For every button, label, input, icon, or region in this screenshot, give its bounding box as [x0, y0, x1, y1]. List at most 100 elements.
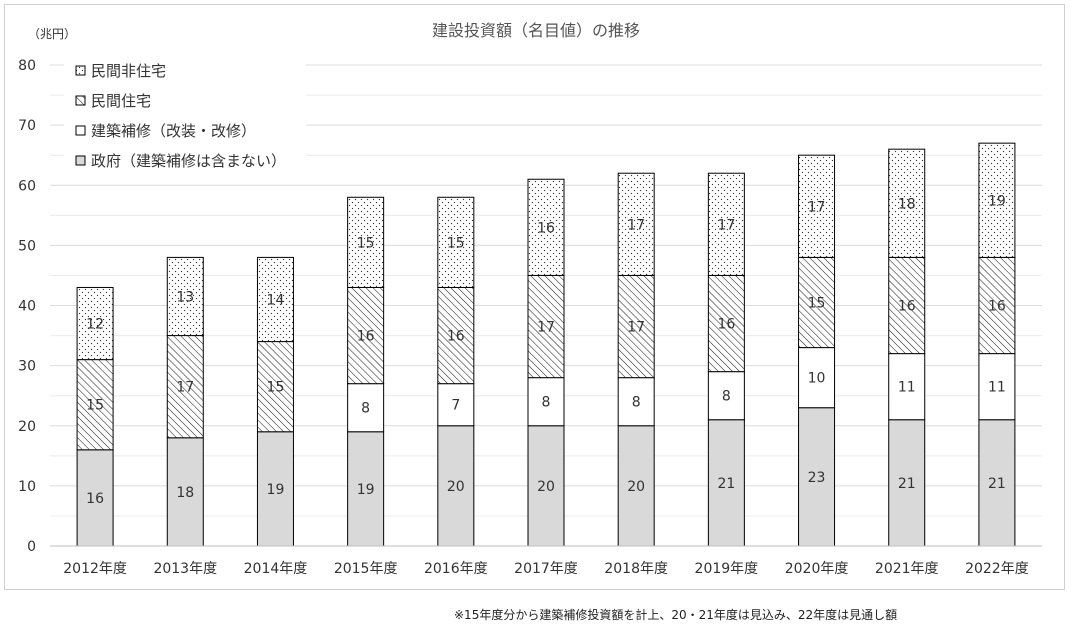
data-label: 21 [898, 476, 916, 492]
data-label: 17 [537, 320, 555, 336]
data-label: 19 [988, 193, 1006, 209]
legend-swatch [75, 65, 86, 76]
bar-segment-2 [527, 377, 565, 427]
data-label: 8 [542, 395, 551, 411]
data-label: 15 [267, 380, 285, 396]
y-tick-label: 70 [18, 118, 36, 134]
bar-segment-4 [347, 196, 385, 288]
data-label: 18 [898, 196, 916, 212]
legend-swatch [75, 155, 86, 166]
data-label: 16 [988, 299, 1006, 315]
bar-segment-4 [617, 172, 655, 276]
bar-segment-4 [888, 148, 926, 258]
data-label: 8 [632, 395, 641, 411]
footnote: ※15年度分から建築補修投資額を計上、20・21年度は見込み、22年度は見通し額 [454, 608, 898, 622]
bar-segment-3 [527, 274, 565, 379]
data-labels: 16 15 12 18 17 13 19 15 14 19 8 16 15 20 7 16 15 20 8 17 16 2… [86, 193, 1006, 507]
y-tick-label: 40 [18, 299, 36, 315]
bar-segment-4 [76, 286, 114, 361]
bar-segment-3 [798, 256, 836, 349]
legend-swatch [75, 125, 86, 136]
data-label: 15 [447, 235, 465, 251]
bar-segment-4 [798, 154, 836, 258]
data-label: 8 [361, 401, 370, 417]
x-tick-label: 2022年度 [965, 561, 1029, 577]
data-label: 17 [627, 217, 645, 233]
data-label: 11 [988, 380, 1006, 396]
bar-segment-2 [437, 383, 475, 427]
bar-segment-4 [978, 142, 1016, 258]
axes: 0 10 20 30 40 50 60 70 80 2012年度 2013年度 2014年度 2015年… [18, 58, 1042, 577]
bar-segment-4 [256, 256, 294, 343]
bar-segment-3 [256, 341, 294, 433]
data-label: 10 [808, 371, 826, 387]
y-tick-label: 0 [27, 539, 36, 555]
data-label: 13 [176, 289, 194, 305]
data-label: 15 [808, 295, 826, 311]
legend-label: 民間住宅 [91, 92, 151, 110]
bar-segment-3 [437, 286, 475, 385]
y-tick-label: 30 [18, 359, 36, 375]
y-tick-label: 20 [18, 419, 36, 435]
data-label: 16 [537, 220, 555, 236]
data-label: 16 [717, 317, 735, 333]
bar-segment-4 [437, 196, 475, 288]
chart-title: 建設投資額（名目値）の推移 [432, 21, 640, 40]
legend-label: 民間非住宅 [91, 62, 166, 80]
data-label: 20 [537, 479, 555, 495]
bar-segment-3 [707, 274, 745, 373]
data-label: 17 [627, 320, 645, 336]
bar-segment-1 [437, 425, 475, 547]
x-tick-label: 2020年度 [785, 561, 849, 577]
x-tick-label: 2021年度 [875, 561, 939, 577]
x-tick-label: 2016年度 [424, 561, 488, 577]
data-label: 15 [86, 398, 104, 414]
data-label: 23 [808, 470, 826, 486]
data-label: 20 [447, 479, 465, 495]
y-tick-label: 50 [18, 238, 36, 254]
bar-segment-2 [798, 347, 836, 409]
data-label: 18 [176, 485, 194, 501]
legend-background [64, 58, 306, 182]
data-label: 21 [988, 476, 1006, 492]
y-tick-label: 10 [18, 479, 36, 495]
x-tick-label: 2014年度 [244, 561, 308, 577]
data-label: 14 [267, 292, 285, 308]
x-tick-label: 2018年度 [604, 561, 668, 577]
data-label: 16 [86, 491, 104, 507]
x-tick-label: 2012年度 [63, 561, 127, 577]
x-tick-label: 2017年度 [514, 561, 578, 577]
bar-segment-2 [347, 383, 385, 433]
bar-segment-4 [166, 256, 204, 337]
bar-segment-4 [527, 178, 565, 276]
data-label: 20 [627, 479, 645, 495]
x-tick-label: 2019年度 [695, 561, 759, 577]
bar-segment-2 [617, 377, 655, 427]
legend-label: 政府（建築補修は含まない） [91, 152, 286, 170]
data-label: 17 [717, 217, 735, 233]
data-label: 21 [717, 476, 735, 492]
bars [76, 142, 1016, 547]
chart-frame [4, 4, 1065, 590]
data-label: 19 [267, 482, 285, 498]
bar-segment-1 [707, 419, 745, 547]
x-tick-label: 2013年度 [153, 561, 217, 577]
bar-segment-1 [617, 425, 655, 547]
data-label: 17 [176, 380, 194, 396]
y-tick-label: 60 [18, 178, 36, 194]
data-label: 11 [898, 380, 916, 396]
x-tick-label: 2015年度 [334, 561, 398, 577]
data-label: 16 [357, 329, 375, 345]
data-label: 12 [86, 317, 104, 333]
data-label: 19 [357, 482, 375, 498]
data-label: 17 [808, 199, 826, 215]
y-tick-label: 80 [18, 58, 36, 74]
legend-label: 建築補修（改装・改修） [91, 122, 256, 140]
stacked-bar-chart: 16 15 12 18 17 13 19 15 14 19 8 16 15 20 7 16 15 20 8 17 16 2… [18, 21, 1042, 577]
y-axis-unit-label: （兆円） [28, 27, 76, 41]
bar-segment-1 [166, 437, 204, 547]
bar-segment-3 [347, 286, 385, 385]
bar-segment-3 [76, 359, 114, 451]
data-label: 16 [898, 299, 916, 315]
